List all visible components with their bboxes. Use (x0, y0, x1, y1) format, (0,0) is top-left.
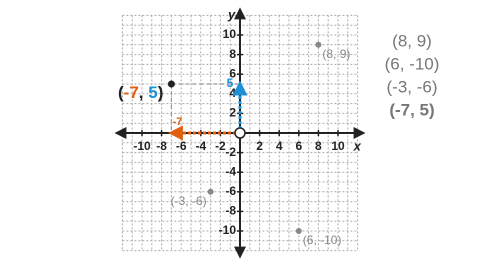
highlight-label: (-7, 5) (118, 83, 163, 102)
y-tick-label: 10 (223, 27, 237, 41)
y-tick-label: -4 (225, 164, 236, 178)
y-arrow-label: 5 (227, 76, 234, 90)
coordinate-list-item: (-7, 5) (389, 100, 434, 119)
coordinate-list-item: (-3, -6) (387, 77, 438, 96)
y-tick-label: 8 (229, 47, 236, 61)
x-tick-label: 10 (331, 139, 345, 153)
plot: xy-10 -8 -6 -4 -2 2 4 6 8 10-10-8-6-4-2246810(8, … (114, 7, 440, 259)
y-tick-label: -6 (225, 184, 236, 198)
x-tick-label: 8 (315, 139, 322, 153)
x-tick-label: 2 (256, 139, 263, 153)
highlight-label-part: ) (158, 83, 164, 102)
y-tick-label: -2 (225, 145, 236, 159)
point-label: (8, 9) (322, 47, 350, 61)
x-tick-label: -10 (133, 139, 151, 153)
x-tick-label: -8 (156, 139, 167, 153)
x-tick-label: -6 (176, 139, 187, 153)
point-label: (-3, -6) (171, 194, 207, 208)
point (207, 188, 214, 195)
x-tick-label: -4 (195, 139, 206, 153)
y-axis-label: y (227, 7, 236, 22)
origin (234, 127, 246, 139)
coordinate-list-item: (6, -10) (385, 54, 440, 73)
highlight-point (167, 80, 175, 88)
point (295, 228, 302, 234)
highlight-label-part: 5 (148, 83, 157, 102)
x-tick-label: 4 (276, 139, 283, 153)
x-axis-label: x (353, 138, 362, 153)
y-tick-label: -10 (219, 223, 237, 237)
y-tick-label: -8 (225, 204, 236, 218)
x-arrow-label: -7 (173, 116, 183, 128)
guide-line (170, 83, 240, 133)
coordinate-list-item: (8, 9) (392, 31, 432, 50)
y-tick-label: 2 (229, 106, 236, 120)
point (315, 41, 322, 48)
highlight-label-part: -7 (124, 83, 139, 102)
x-tick-label: 6 (295, 139, 302, 153)
y-tick-label: 6 (229, 66, 236, 80)
x-tick-label: -2 (215, 139, 226, 153)
point-label: (6, -10) (303, 233, 342, 247)
highlight-label-part: , (139, 83, 148, 102)
highlight-label-part: ( (118, 83, 124, 102)
